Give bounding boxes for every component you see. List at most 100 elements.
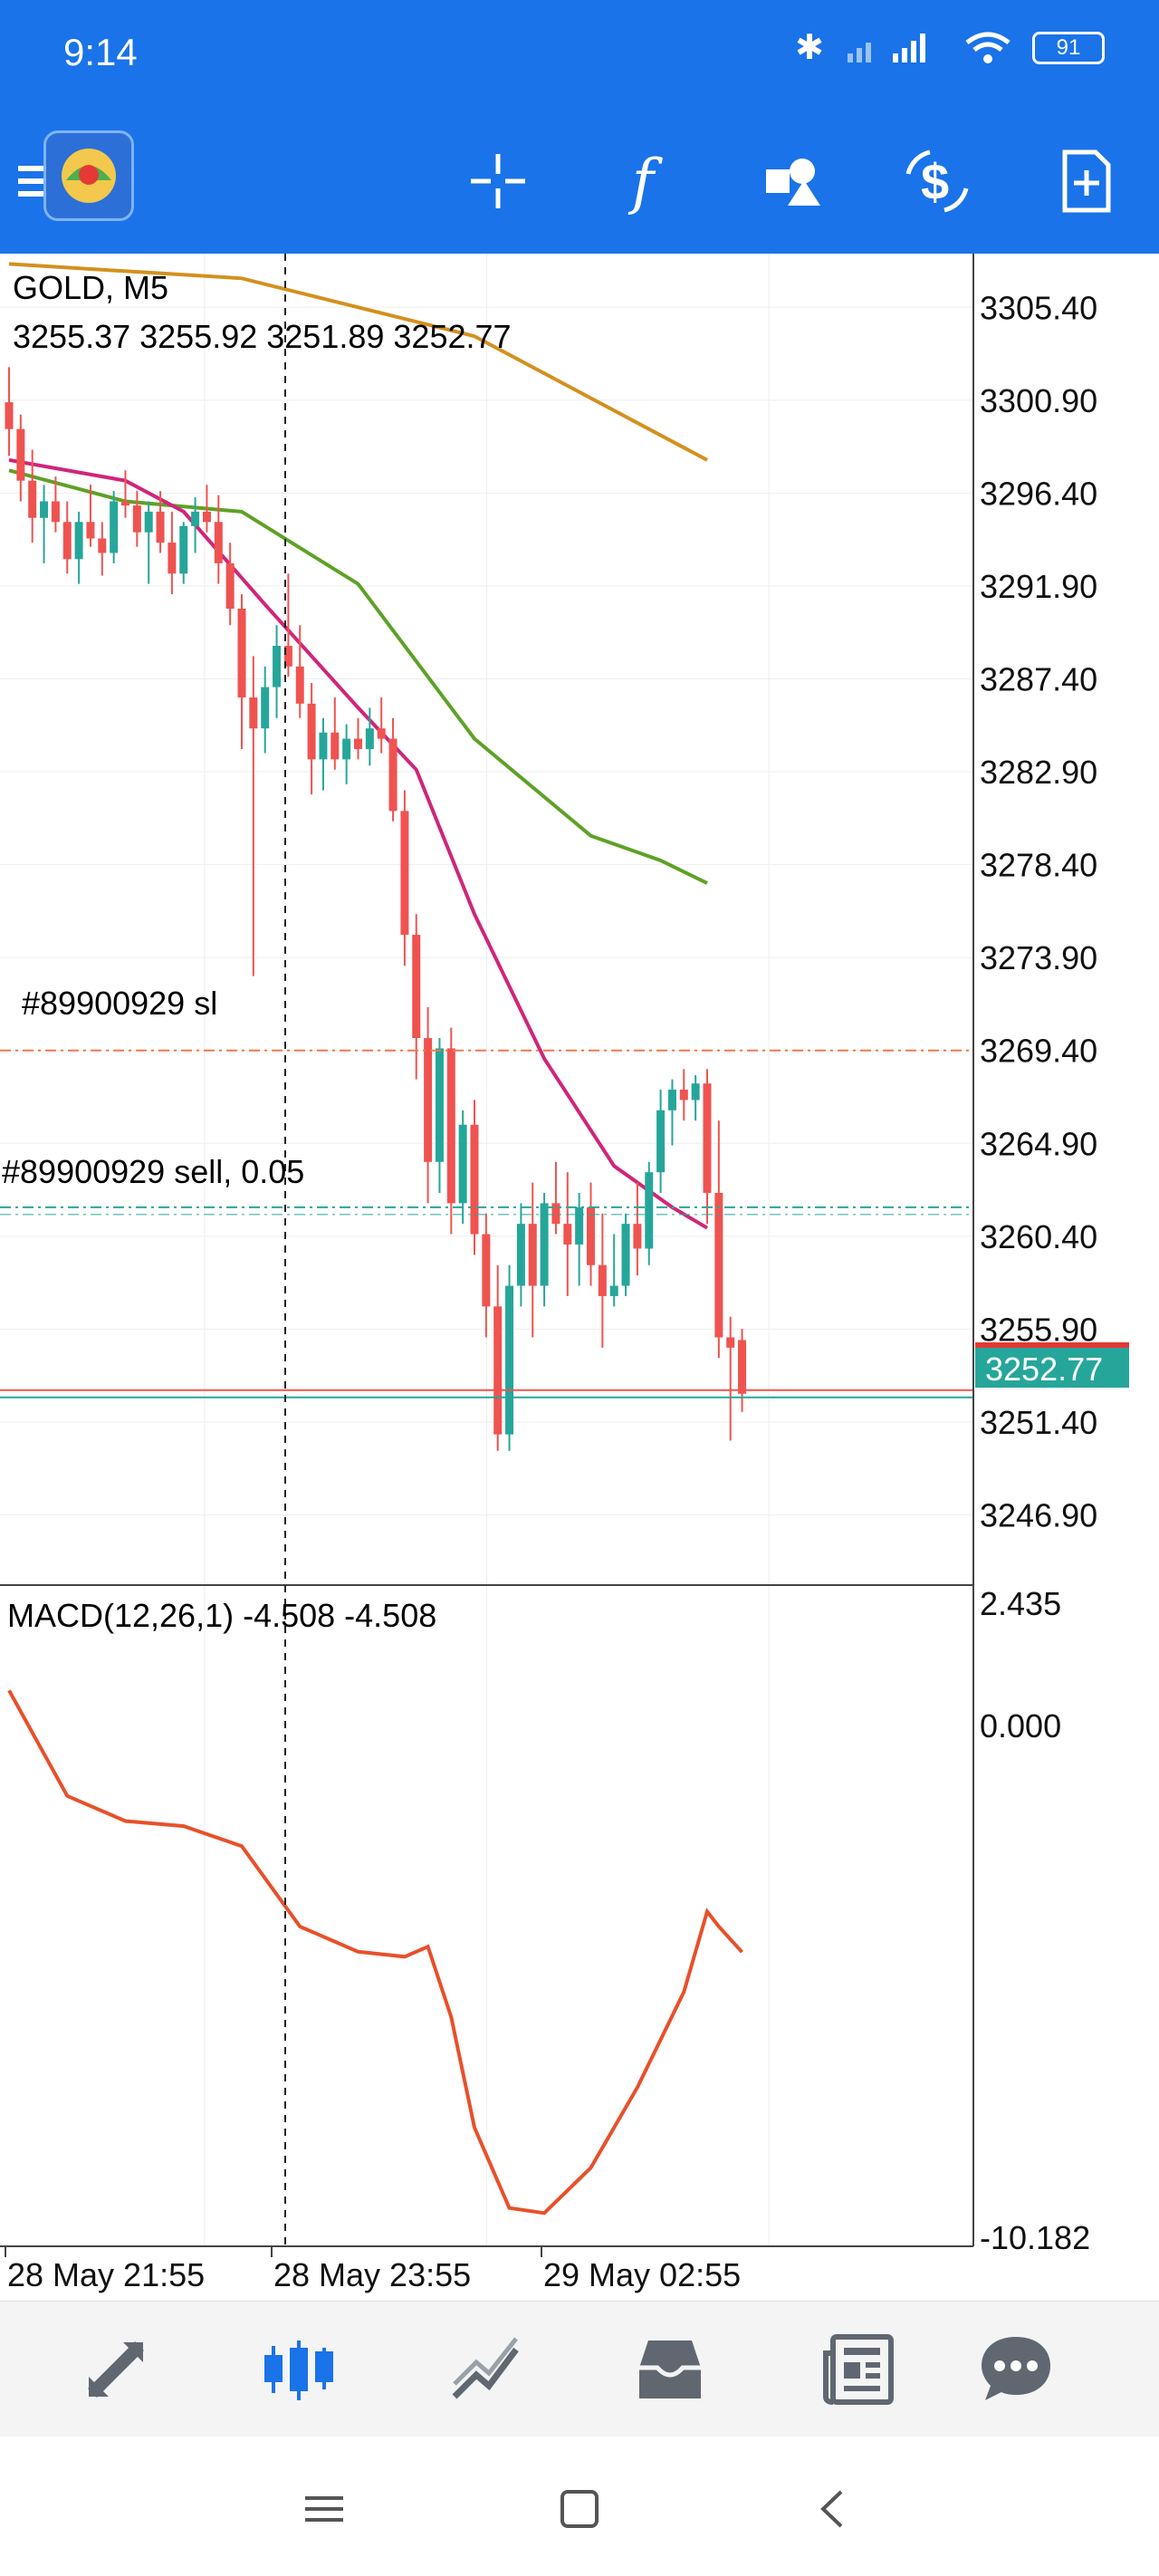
nav-history[interactable] bbox=[625, 2324, 715, 2415]
candle-body bbox=[191, 511, 200, 526]
current-price-label: 3252.77 bbox=[985, 1350, 1103, 1388]
candle-body bbox=[62, 522, 72, 560]
status-icons: ✱ 91 bbox=[795, 27, 1105, 68]
candle-body bbox=[482, 1234, 491, 1307]
current-price-tag-marker bbox=[975, 1342, 1129, 1348]
price-tick-label: 3291.90 bbox=[980, 568, 1097, 605]
nav-messages[interactable] bbox=[971, 2324, 1061, 2415]
crosshair-button[interactable] bbox=[444, 127, 552, 235]
candle-body bbox=[633, 1224, 642, 1249]
candle-body bbox=[307, 703, 316, 760]
candle-body bbox=[667, 1090, 676, 1110]
candle-body bbox=[354, 738, 362, 749]
system-nav bbox=[0, 2437, 1159, 2576]
candle-body bbox=[214, 522, 223, 563]
menu-button[interactable] bbox=[0, 127, 81, 235]
wifi-icon bbox=[965, 32, 1011, 63]
home-button[interactable] bbox=[534, 2473, 625, 2545]
app-logo bbox=[43, 130, 134, 221]
macd-line bbox=[7, 1689, 743, 2216]
ma-green-line bbox=[8, 468, 708, 885]
bluetooth-icon: ✱ bbox=[795, 29, 824, 67]
back-chevron-icon bbox=[820, 2490, 843, 2528]
candle-body bbox=[365, 728, 374, 749]
candle-body bbox=[51, 501, 60, 523]
order-lines bbox=[0, 1049, 973, 1399]
time-tick-label: 28 May 23:55 bbox=[273, 2256, 471, 2293]
candle-body bbox=[691, 1083, 700, 1101]
metatrader-logo-icon bbox=[62, 149, 116, 203]
time-axis: 28 May 21:55 28 May 23:55 29 May 02:55 bbox=[5, 2246, 741, 2293]
candle-body bbox=[86, 522, 95, 539]
candle-body bbox=[726, 1337, 735, 1348]
chat-bubble-icon bbox=[982, 2337, 1050, 2400]
candle-body bbox=[225, 562, 235, 609]
trade-button[interactable]: $ bbox=[883, 127, 991, 235]
candle-body bbox=[516, 1224, 525, 1286]
candle-body bbox=[28, 480, 37, 518]
quotes-arrows-icon bbox=[88, 2341, 144, 2398]
shapes-icon bbox=[766, 159, 820, 206]
candle-body bbox=[74, 522, 83, 560]
back-button[interactable] bbox=[788, 2473, 878, 2545]
nav-chart[interactable] bbox=[254, 2324, 344, 2415]
candle-body bbox=[412, 935, 421, 1039]
price-tick-label: 3278.40 bbox=[980, 847, 1097, 884]
candle-body bbox=[738, 1340, 747, 1394]
candle-body bbox=[703, 1083, 712, 1193]
candle-body bbox=[121, 501, 129, 506]
new-order-button[interactable] bbox=[1032, 127, 1141, 235]
nav-trade[interactable] bbox=[442, 2324, 532, 2415]
nav-news[interactable] bbox=[813, 2324, 904, 2415]
candle-body bbox=[528, 1224, 537, 1286]
candle-body bbox=[458, 1124, 467, 1204]
price-tick-label: 3300.90 bbox=[980, 382, 1097, 419]
candle-body bbox=[132, 505, 141, 533]
price-tick-label: 3305.40 bbox=[980, 289, 1097, 326]
indicators-button[interactable]: f bbox=[589, 127, 697, 235]
candle-body bbox=[714, 1192, 723, 1338]
ma-pink-line bbox=[8, 457, 709, 1230]
macd-label: MACD(12,26,1) -4.508 -4.508 bbox=[7, 1597, 436, 1634]
menu-icon bbox=[18, 166, 51, 197]
price-chart[interactable]: 3305.40 3300.90 3296.40 3291.90 3287.40 3282.… bbox=[0, 254, 1159, 2301]
objects-button[interactable] bbox=[738, 127, 847, 235]
macd-tick-label: 0.000 bbox=[980, 1707, 1061, 1745]
candle-body bbox=[330, 732, 340, 760]
price-axis: 3305.40 3300.90 3296.40 3291.90 3287.40 3282.… bbox=[980, 289, 1097, 1533]
candle-body bbox=[400, 811, 409, 936]
nav-quotes[interactable] bbox=[71, 2324, 161, 2415]
chart-area[interactable]: 3305.40 3300.90 3296.40 3291.90 3287.40 3282.… bbox=[0, 254, 1159, 2301]
menu-lines-icon bbox=[305, 2496, 343, 2522]
recent-apps-button[interactable] bbox=[279, 2473, 369, 2545]
candle-body bbox=[575, 1206, 584, 1245]
candle-body bbox=[551, 1203, 560, 1225]
status-time: 9:14 bbox=[63, 31, 138, 73]
price-tick-label: 3260.40 bbox=[980, 1218, 1097, 1255]
candle-body bbox=[283, 646, 292, 667]
candle-body bbox=[540, 1203, 549, 1286]
trade-chart-icon bbox=[452, 2337, 519, 2399]
candle-body bbox=[645, 1172, 654, 1249]
symbol-label: GOLD, M5 bbox=[13, 269, 168, 306]
macd-panel: 2.435 0.000 -10.182 bbox=[7, 1585, 1090, 2256]
candle-body bbox=[656, 1110, 666, 1173]
bottom-nav bbox=[0, 2301, 1159, 2437]
candle-body bbox=[587, 1206, 595, 1265]
current-price-tag bbox=[975, 1342, 1129, 1388]
price-tick-label: 3282.90 bbox=[980, 754, 1097, 791]
candle-body bbox=[202, 511, 211, 523]
candle-body bbox=[295, 666, 304, 704]
candle-body bbox=[446, 1048, 455, 1204]
svg-text:$: $ bbox=[921, 153, 949, 210]
candle-body bbox=[505, 1285, 514, 1435]
candle-body bbox=[16, 428, 25, 481]
candle-body bbox=[40, 501, 49, 518]
moving-averages bbox=[8, 262, 709, 1230]
price-tick-label: 3269.40 bbox=[980, 1033, 1097, 1070]
candle-body bbox=[273, 646, 282, 687]
candle-body bbox=[179, 525, 188, 574]
dollar-trade-icon: $ bbox=[905, 149, 969, 213]
candle-body bbox=[5, 402, 14, 429]
time-tick-label: 29 May 02:55 bbox=[543, 2256, 741, 2293]
